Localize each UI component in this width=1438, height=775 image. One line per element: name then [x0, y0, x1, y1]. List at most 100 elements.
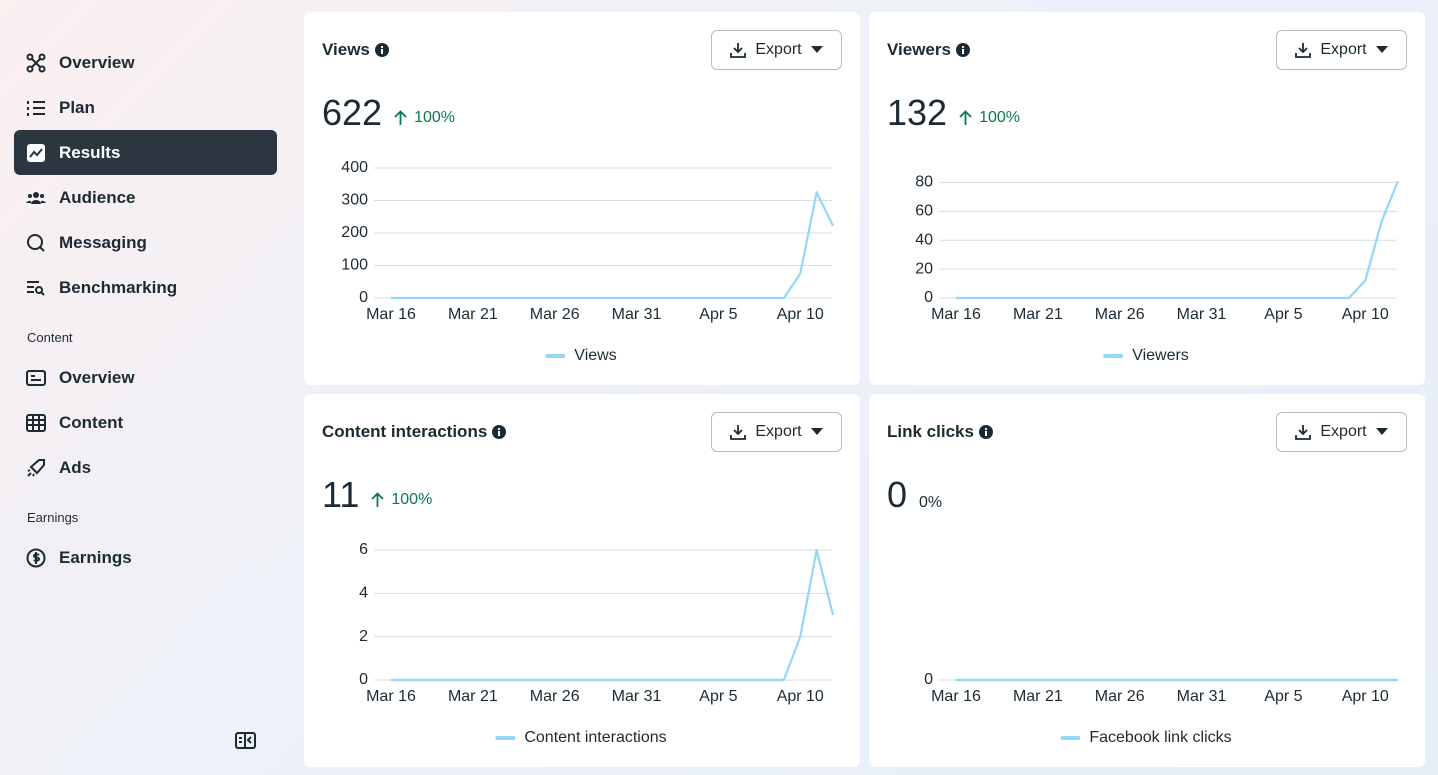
nav-label: Audience — [59, 187, 136, 207]
export-button[interactable]: Export — [711, 412, 842, 452]
y-tick-label: 80 — [915, 174, 933, 191]
nav-item[interactable]: Audience — [14, 175, 277, 220]
y-tick-label: 6 — [359, 541, 368, 558]
title-text: Views — [322, 40, 370, 59]
export-button[interactable]: Export — [711, 30, 842, 70]
y-tick-label: 2 — [359, 628, 368, 645]
x-tick-label: Mar 21 — [1013, 688, 1063, 705]
export-button[interactable]: Export — [1276, 30, 1407, 70]
nav-label: Results — [59, 142, 121, 162]
caret-icon — [810, 46, 823, 53]
x-tick-label: Mar 31 — [612, 688, 662, 705]
legend: Viewers — [1103, 347, 1189, 364]
nav-item[interactable]: Results — [14, 130, 277, 175]
y-tick-label: 0 — [359, 671, 368, 688]
card: 0 Mar 16 Mar 21 Mar 26 Mar 31 Apr 5 Apr 10 Face… — [869, 394, 1425, 767]
chart: 0 100 200 300 400 Mar 16 Mar 21 Mar 26 Mar 31 Apr… — [341, 159, 834, 364]
x-tick-label: Mar 16 — [366, 688, 416, 705]
download-icon — [730, 43, 747, 58]
nav-label: Plan — [59, 97, 95, 117]
nav-label: Content — [59, 412, 124, 432]
legend-label: Facebook link clicks — [1089, 729, 1231, 746]
legend: Facebook link clicks — [1060, 729, 1232, 746]
collapse-button[interactable] — [235, 732, 256, 749]
nav-item[interactable]: Ads — [14, 445, 277, 490]
nav-item[interactable]: Overview — [14, 40, 277, 85]
card-title: Link clicks — [887, 422, 993, 442]
x-tick-label: Apr 5 — [699, 688, 737, 705]
export-label: Export — [1320, 423, 1367, 440]
legend: Views — [545, 347, 617, 364]
metric-change: 100% — [394, 109, 455, 127]
metric-value: 0 — [887, 474, 908, 515]
nav-item[interactable]: Earnings — [14, 535, 277, 580]
sidebar: Overview Plan Results Audience Messaging… — [0, 0, 292, 775]
nav-item[interactable]: Content — [14, 400, 277, 445]
download-icon — [1295, 43, 1312, 58]
card-title: Content interactions — [322, 422, 507, 442]
x-tick-label: Apr 10 — [1342, 306, 1389, 323]
download-icon — [1295, 425, 1312, 440]
y-tick-label: 40 — [915, 231, 933, 248]
x-tick-label: Apr 10 — [777, 688, 824, 705]
x-tick-label: Mar 21 — [448, 688, 498, 705]
nav-label: Messaging — [59, 232, 147, 252]
y-tick-label: 4 — [359, 585, 368, 602]
x-tick-label: Apr 5 — [699, 306, 737, 323]
info-icon[interactable] — [978, 425, 993, 439]
x-tick-label: Mar 31 — [612, 306, 662, 323]
x-tick-label: Mar 21 — [448, 306, 498, 323]
x-tick-label: Mar 16 — [931, 306, 981, 323]
card: 0 2 4 6 Mar 16 Mar 21 Mar 26 Mar 31 Apr 5 Apr 10 C… — [304, 394, 860, 767]
card-title: Views — [322, 40, 389, 60]
metric-change: 100% — [959, 109, 1020, 127]
legend-label: Viewers — [1132, 347, 1189, 364]
x-tick-label: Apr 10 — [1342, 688, 1389, 705]
nav-label: Earnings — [59, 547, 132, 567]
y-tick-label: 20 — [915, 260, 933, 277]
metric: 132 100% — [887, 92, 1020, 134]
title-text: Link clicks — [887, 422, 974, 441]
y-tick-label: 200 — [341, 224, 368, 241]
change-text: 100% — [414, 108, 455, 126]
x-tick-label: Apr 10 — [777, 306, 824, 323]
info-icon[interactable] — [955, 43, 970, 57]
x-tick-label: Mar 26 — [1095, 306, 1145, 323]
caret-icon — [810, 428, 823, 435]
title-text: Viewers — [887, 40, 951, 59]
caret-icon — [1375, 428, 1388, 435]
nav-heading: Earnings — [27, 510, 79, 525]
y-tick-label: 0 — [924, 671, 933, 688]
export-label: Export — [1320, 41, 1367, 58]
y-tick-label: 400 — [341, 159, 368, 176]
metric: 622 100% — [322, 92, 455, 134]
nav-item[interactable]: Overview — [14, 355, 277, 400]
x-tick-label: Apr 5 — [1264, 688, 1302, 705]
y-tick-label: 300 — [341, 192, 368, 209]
x-tick-label: Mar 26 — [530, 306, 580, 323]
nav-label: Overview — [59, 367, 135, 387]
trend-arrow — [394, 110, 407, 125]
legend-label: Content interactions — [524, 729, 666, 746]
download-icon — [730, 425, 747, 440]
nav-item[interactable]: Benchmarking — [14, 265, 277, 310]
card-title: Viewers — [887, 40, 970, 60]
nav-item[interactable]: Plan — [14, 85, 277, 130]
x-tick-label: Mar 26 — [530, 688, 580, 705]
card: 0 20 40 60 80 Mar 16 Mar 21 Mar 26 Mar 31 Apr 5 Ap… — [869, 12, 1425, 385]
nav-item[interactable]: Messaging — [14, 220, 277, 265]
line-series — [391, 191, 834, 300]
export-label: Export — [755, 423, 802, 440]
y-tick-label: 100 — [341, 257, 368, 274]
x-tick-label: Apr 5 — [1264, 306, 1302, 323]
title-text: Content interactions — [322, 422, 488, 441]
info-icon[interactable] — [492, 425, 507, 439]
line-series — [391, 548, 835, 682]
metric-value: 132 — [887, 92, 948, 133]
nav-label: Overview — [59, 52, 135, 72]
metric-change: 100% — [371, 491, 432, 509]
info-icon[interactable] — [374, 43, 389, 57]
export-button[interactable]: Export — [1276, 412, 1407, 452]
